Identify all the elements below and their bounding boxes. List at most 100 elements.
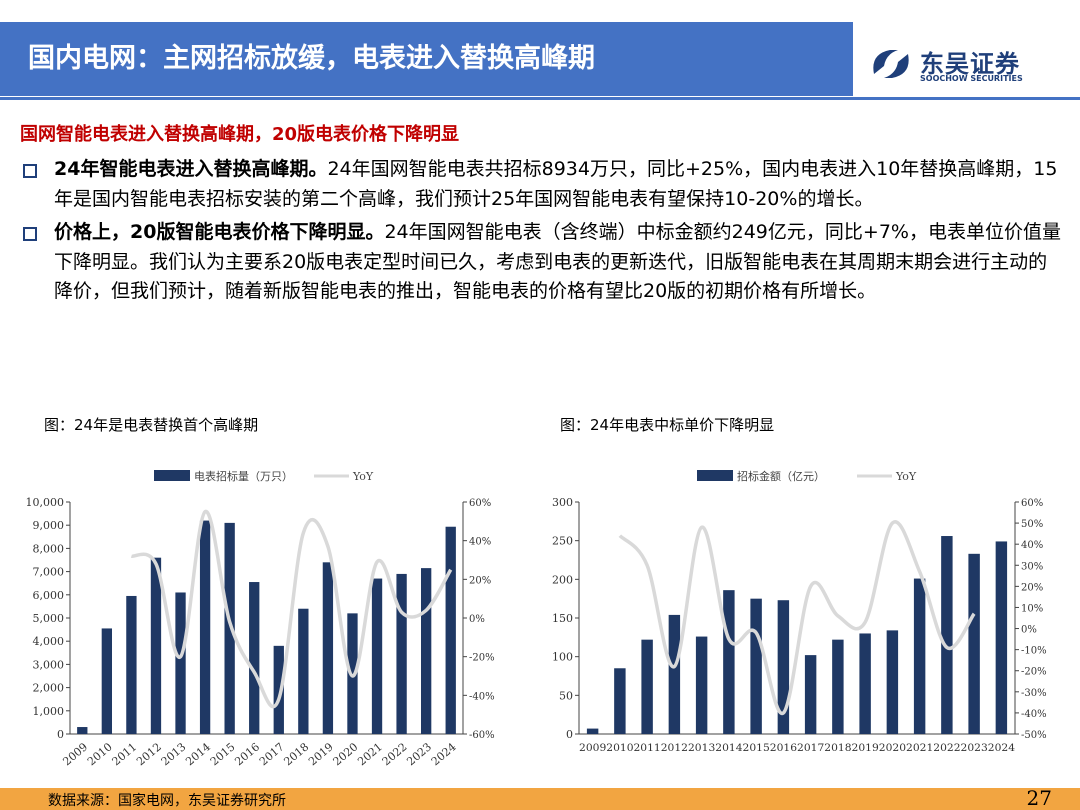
bar <box>859 633 871 734</box>
x-tick-label: 2014 <box>183 740 213 768</box>
bar <box>371 578 383 734</box>
bar <box>396 573 407 734</box>
bar <box>586 728 599 734</box>
bar <box>420 568 432 734</box>
y-tick-label-right: 40% <box>469 537 491 548</box>
data-source: 数据来源：国家电网，东吴证券研究所 <box>48 793 286 809</box>
y-tick-label-right: 0% <box>1021 625 1037 636</box>
bar <box>695 636 708 734</box>
legend-label: 电表招标量（万只） <box>194 469 293 483</box>
bullet-square-icon <box>23 164 37 178</box>
bar <box>298 608 309 734</box>
section-subtitle: 国网智能电表进入替换高峰期，20版电表价格下降明显 <box>20 124 460 145</box>
bar <box>941 536 953 734</box>
y-tick-label-right: 10% <box>1021 603 1043 614</box>
bar <box>249 582 260 734</box>
bar <box>750 598 762 734</box>
y-tick-label-left: 4,000 <box>33 635 65 648</box>
y-tick-label-right: -10% <box>1021 646 1047 657</box>
x-tick-label: 2019 <box>306 740 336 768</box>
legend-label: YoY <box>895 470 917 483</box>
bar <box>614 668 626 734</box>
bar <box>101 628 113 734</box>
y-tick-label-left: 7,000 <box>33 566 65 579</box>
y-tick-label-left: 150 <box>552 612 573 625</box>
y-tick-label-right: 20% <box>1021 582 1043 593</box>
y-tick-label-right: 50% <box>1021 519 1043 530</box>
logo-text-en: SOOCHOW SECURITIES <box>920 74 1023 83</box>
bar <box>224 522 235 734</box>
x-tick-labels: 2009201020112012201320142015201620172018… <box>579 742 1015 754</box>
y-tick-label-right: -40% <box>1021 709 1047 720</box>
bullet-text: 24年国网智能电表（含终端）中标金额约249亿元，同比+7%，电表单位价值量下降… <box>54 221 1061 302</box>
logo-text-cn: 东吴证券 <box>920 50 1020 78</box>
y-tick-label-left: 10,000 <box>26 496 65 509</box>
bullet-list: 24年智能电表进入替换高峰期。24年国网智能电表共招标8934万只，同比+25%… <box>20 155 1065 311</box>
x-tick-label: 2018 <box>281 740 311 768</box>
legend-label: 招标金额（亿元） <box>737 469 825 483</box>
bar <box>445 526 456 734</box>
x-tick-label: 2013 <box>159 740 189 768</box>
bar <box>77 727 88 734</box>
y-tick-label-right: -60% <box>469 730 495 741</box>
page-footer: 数据来源：国家电网，东吴证券研究所 27 <box>0 786 1080 810</box>
y-tick-label-left: 6,000 <box>33 589 65 602</box>
bar <box>273 645 284 734</box>
y-tick-label-left: 8,000 <box>33 542 65 555</box>
x-tick-label: 2012 <box>134 740 164 768</box>
y-tick-label-left: 1,000 <box>33 705 65 718</box>
x-tick-label: 2009 <box>60 740 90 768</box>
bar <box>199 520 211 734</box>
figure-caption-right: 图：24年电表中标单价下降明显 <box>560 416 775 434</box>
y-tick-label-left: 2,000 <box>33 682 65 695</box>
bar <box>723 590 735 734</box>
bar <box>126 595 137 734</box>
page-number: 27 <box>1026 786 1052 810</box>
figure-caption-left: 图：24年是电表替换首个高峰期 <box>44 416 259 434</box>
y-tick-label-right: -20% <box>469 653 495 664</box>
bar <box>175 592 186 734</box>
y-tick-label-right: -50% <box>1021 730 1047 741</box>
y-tick-label-left: 200 <box>552 573 573 586</box>
y-tick-label-right: 60% <box>469 498 491 509</box>
y-tick-label-left: 300 <box>552 496 573 509</box>
bar <box>968 553 980 734</box>
bar <box>150 557 162 734</box>
bar <box>668 614 681 734</box>
yoy-line <box>618 520 976 715</box>
company-logo: 东吴证券 SOOCHOW SECURITIES <box>868 44 1068 92</box>
bullet-lead: 价格上，20版智能电表价格下降明显。 <box>54 221 385 243</box>
soochow-logo-icon <box>873 50 909 78</box>
y-tick-label-left: 50 <box>559 689 573 702</box>
x-tick-label: 2020 <box>331 740 361 768</box>
y-tick-label-left: 0 <box>566 728 573 741</box>
x-tick-label: 2024 <box>429 740 459 768</box>
bullet-text: 24年国网智能电表共招标8934万只，同比+25%，国内电表进入10年替换高峰期… <box>54 158 1058 210</box>
bullet-lead: 24年智能电表进入替换高峰期。 <box>54 158 328 180</box>
x-tick-label: 2010 <box>85 740 115 768</box>
bar <box>995 541 1008 734</box>
y-tick-label-right: -30% <box>1021 688 1047 699</box>
bar <box>804 655 817 734</box>
yoy-line <box>130 509 453 709</box>
bar <box>322 562 334 734</box>
y-tick-label-right: 20% <box>469 575 491 586</box>
y-tick-label-right: -40% <box>469 691 495 702</box>
y-tick-label-left: 250 <box>552 535 573 548</box>
y-tick-label-right: 40% <box>1021 540 1043 551</box>
page-title: 国内电网：主网招标放缓，电表进入替换高峰期 <box>0 22 853 96</box>
y-tick-label-right: 60% <box>1021 498 1043 509</box>
bar <box>777 600 790 734</box>
chart-meter-volume: 电表招标量（万只） YoY 0 1,000 2,000 3,000 4,000 5,000 6,… <box>26 469 495 768</box>
y-tick-label-left: 0 <box>57 728 64 741</box>
bar <box>347 613 358 734</box>
legend-bar-swatch <box>697 470 733 481</box>
y-tick-label-right: -20% <box>1021 667 1047 678</box>
x-tick-label: 2023 <box>404 740 434 768</box>
bar <box>886 630 899 734</box>
bar <box>913 578 926 734</box>
header-divider <box>0 97 1080 100</box>
legend-label: YoY <box>352 470 374 483</box>
y-tick-label-left: 5,000 <box>33 612 65 625</box>
y-tick-label-left: 3,000 <box>33 658 65 671</box>
